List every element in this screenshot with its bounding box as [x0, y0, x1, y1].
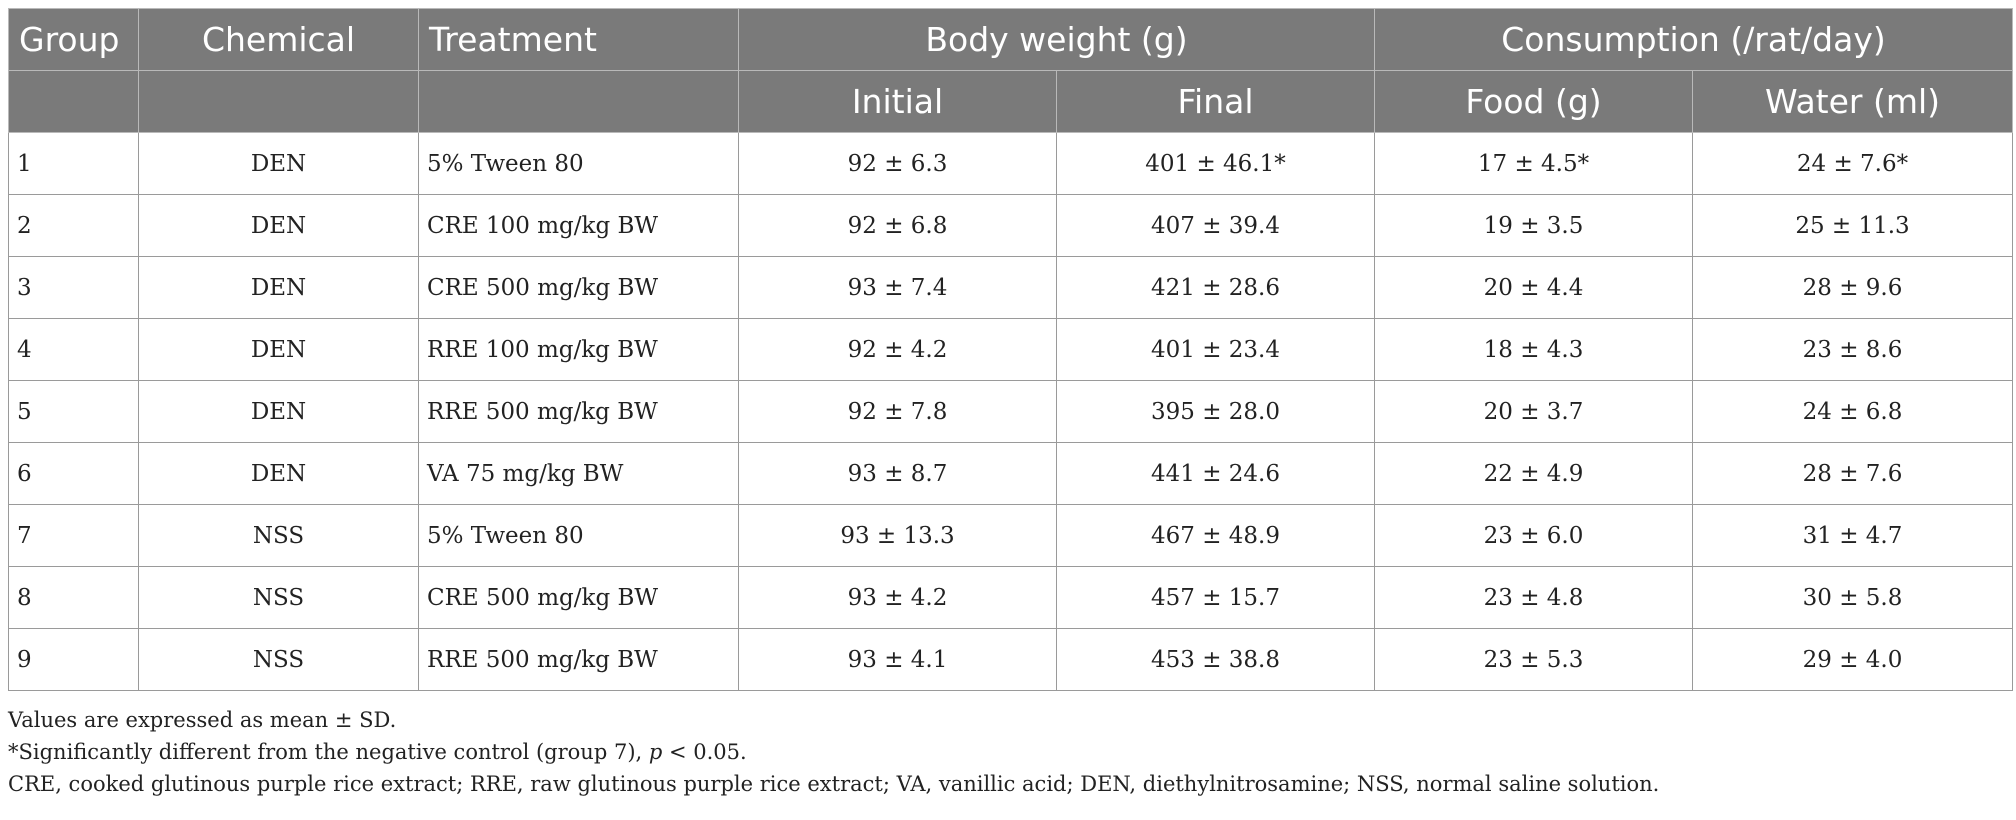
header-consumption: Consumption (/rat/day)	[1374, 8, 2013, 71]
header-food: Food (g)	[1374, 70, 1693, 133]
table-row: 2 DEN CRE 100 mg/kg BW 92 ± 6.8 407 ± 39.4 19…	[8, 194, 2013, 257]
cell-final: 401 ± 46.1*	[1056, 132, 1375, 195]
header-initial: Initial	[738, 70, 1057, 133]
cell-group: 4	[8, 318, 139, 381]
cell-chemical: DEN	[138, 442, 419, 505]
cell-food: 22 ± 4.9	[1374, 442, 1693, 505]
header-empty-1	[8, 70, 139, 133]
cell-initial: 92 ± 7.8	[738, 380, 1057, 443]
cell-group: 9	[8, 628, 139, 691]
table-row: 8 NSS CRE 500 mg/kg BW 93 ± 4.2 457 ± 15.7 23…	[8, 566, 2013, 629]
cell-initial: 93 ± 8.7	[738, 442, 1057, 505]
cell-initial: 93 ± 4.1	[738, 628, 1057, 691]
cell-water: 28 ± 9.6	[1692, 256, 2013, 319]
cell-initial: 93 ± 13.3	[738, 504, 1057, 567]
cell-water: 29 ± 4.0	[1692, 628, 2013, 691]
cell-group: 8	[8, 566, 139, 629]
cell-food: 23 ± 4.8	[1374, 566, 1693, 629]
table-body: 1 DEN 5% Tween 80 92 ± 6.3 401 ± 46.1* 17 ± 4…	[8, 132, 2013, 691]
cell-initial: 92 ± 6.8	[738, 194, 1057, 257]
footnote-abbreviations: CRE, cooked glutinous purple rice extrac…	[8, 772, 1660, 796]
cell-treatment: VA 75 mg/kg BW	[418, 442, 739, 505]
cell-treatment: 5% Tween 80	[418, 504, 739, 567]
cell-water: 25 ± 11.3	[1692, 194, 2013, 257]
cell-initial: 92 ± 6.3	[738, 132, 1057, 195]
cell-group: 3	[8, 256, 139, 319]
cell-food: 19 ± 3.5	[1374, 194, 1693, 257]
footnote-mean-sd: Values are expressed as mean ± SD.	[8, 708, 397, 732]
header-empty-3	[418, 70, 739, 133]
header-final: Final	[1056, 70, 1375, 133]
cell-treatment: RRE 500 mg/kg BW	[418, 380, 739, 443]
cell-chemical: DEN	[138, 256, 419, 319]
header-water: Water (ml)	[1692, 70, 2013, 133]
cell-final: 395 ± 28.0	[1056, 380, 1375, 443]
cell-chemical: NSS	[138, 504, 419, 567]
cell-water: 28 ± 7.6	[1692, 442, 2013, 505]
cell-treatment: CRE 500 mg/kg BW	[418, 256, 739, 319]
cell-water: 24 ± 6.8	[1692, 380, 2013, 443]
cell-chemical: DEN	[138, 380, 419, 443]
cell-final: 453 ± 38.8	[1056, 628, 1375, 691]
cell-water: 24 ± 7.6*	[1692, 132, 2013, 195]
cell-water: 31 ± 4.7	[1692, 504, 2013, 567]
table-row: 7 NSS 5% Tween 80 93 ± 13.3 467 ± 48.9 23 ± 6…	[8, 504, 2013, 567]
cell-water: 30 ± 5.8	[1692, 566, 2013, 629]
header-body-weight: Body weight (g)	[738, 8, 1375, 71]
cell-chemical: DEN	[138, 132, 419, 195]
cell-group: 5	[8, 380, 139, 443]
cell-final: 401 ± 23.4	[1056, 318, 1375, 381]
cell-treatment: RRE 100 mg/kg BW	[418, 318, 739, 381]
cell-initial: 92 ± 4.2	[738, 318, 1057, 381]
cell-treatment: CRE 500 mg/kg BW	[418, 566, 739, 629]
table-row: 1 DEN 5% Tween 80 92 ± 6.3 401 ± 46.1* 17 ± 4…	[8, 132, 2013, 195]
footnote-significance-pre: *Significantly different from the negati…	[8, 740, 649, 764]
table-row: 3 DEN CRE 500 mg/kg BW 93 ± 7.4 421 ± 28.6 20…	[8, 256, 2013, 319]
table-row: 5 DEN RRE 500 mg/kg BW 92 ± 7.8 395 ± 28.0 20…	[8, 380, 2013, 443]
cell-treatment: RRE 500 mg/kg BW	[418, 628, 739, 691]
cell-food: 17 ± 4.5*	[1374, 132, 1693, 195]
footnote-p-symbol: p	[648, 740, 663, 764]
cell-final: 457 ± 15.7	[1056, 566, 1375, 629]
cell-food: 23 ± 5.3	[1374, 628, 1693, 691]
footnote-significance-post: < 0.05.	[662, 740, 747, 764]
cell-food: 18 ± 4.3	[1374, 318, 1693, 381]
cell-chemical: NSS	[138, 566, 419, 629]
cell-final: 421 ± 28.6	[1056, 256, 1375, 319]
cell-food: 23 ± 6.0	[1374, 504, 1693, 567]
cell-group: 2	[8, 194, 139, 257]
table-row: 4 DEN RRE 100 mg/kg BW 92 ± 4.2 401 ± 23.4 18…	[8, 318, 2013, 381]
cell-group: 6	[8, 442, 139, 505]
table-row: 9 NSS RRE 500 mg/kg BW 93 ± 4.1 453 ± 38.8 23…	[8, 628, 2013, 691]
header-group: Group	[8, 8, 139, 71]
cell-group: 7	[8, 504, 139, 567]
header-empty-2	[138, 70, 419, 133]
cell-initial: 93 ± 7.4	[738, 256, 1057, 319]
footnote-significance: *Significantly different from the negati…	[8, 736, 1659, 768]
cell-food: 20 ± 4.4	[1374, 256, 1693, 319]
cell-food: 20 ± 3.7	[1374, 380, 1693, 443]
cell-final: 441 ± 24.6	[1056, 442, 1375, 505]
header-row-2: Initial Final Food (g) Water (ml)	[8, 70, 2013, 133]
cell-chemical: DEN	[138, 194, 419, 257]
cell-final: 407 ± 39.4	[1056, 194, 1375, 257]
cell-group: 1	[8, 132, 139, 195]
cell-water: 23 ± 8.6	[1692, 318, 2013, 381]
header-treatment: Treatment	[418, 8, 739, 71]
cell-final: 467 ± 48.9	[1056, 504, 1375, 567]
footnotes: Values are expressed as mean ± SD. *Sign…	[8, 704, 1659, 800]
cell-treatment: 5% Tween 80	[418, 132, 739, 195]
results-table: Group Chemical Treatment Body weight (g)…	[8, 8, 2013, 691]
cell-treatment: CRE 100 mg/kg BW	[418, 194, 739, 257]
cell-chemical: DEN	[138, 318, 419, 381]
cell-initial: 93 ± 4.2	[738, 566, 1057, 629]
header-chemical: Chemical	[138, 8, 419, 71]
table-row: 6 DEN VA 75 mg/kg BW 93 ± 8.7 441 ± 24.6 22 ±…	[8, 442, 2013, 505]
header-row-1: Group Chemical Treatment Body weight (g)…	[8, 8, 2013, 71]
cell-chemical: NSS	[138, 628, 419, 691]
